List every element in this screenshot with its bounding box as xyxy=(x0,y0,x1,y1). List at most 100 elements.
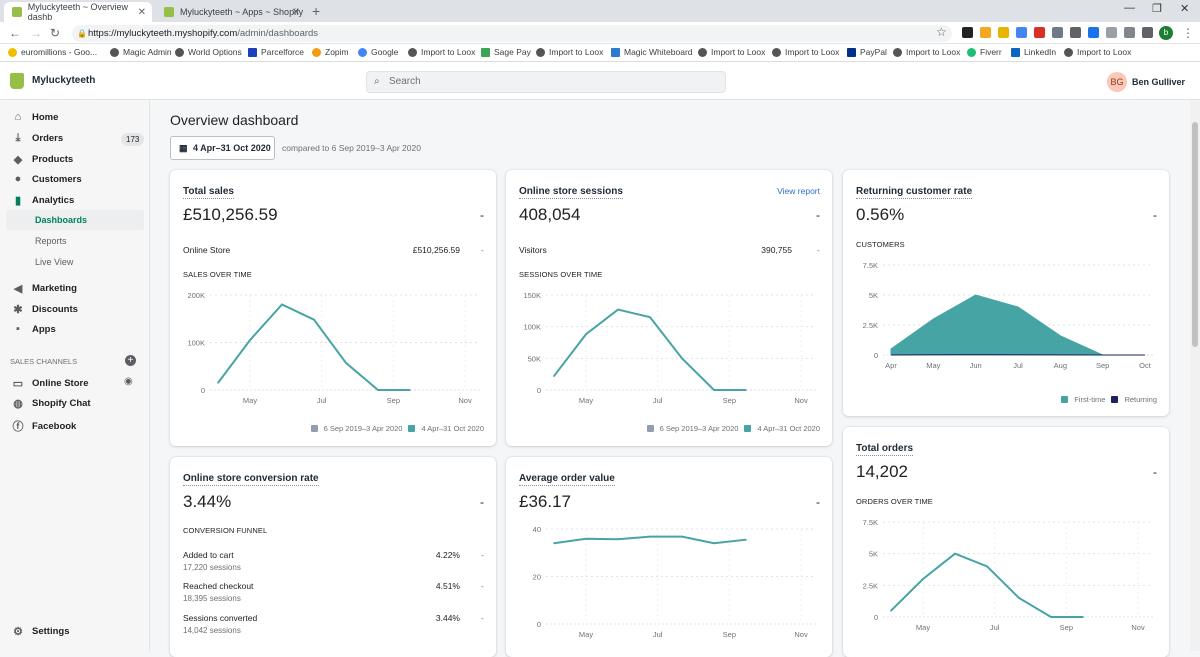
sidebar-item-home[interactable]: ⌂Home xyxy=(12,111,58,123)
card-title[interactable]: Total orders xyxy=(856,443,913,456)
extension-icon[interactable] xyxy=(1106,27,1117,38)
bookmark[interactable]: Fiverr xyxy=(967,47,1002,57)
apps-icon: ▪ xyxy=(12,323,24,335)
bookmark-icon xyxy=(8,48,17,57)
bookmark[interactable]: LinkedIn xyxy=(1011,47,1056,57)
discount-icon: ✱ xyxy=(12,303,24,316)
shopify-logo-icon[interactable] xyxy=(10,73,24,89)
card-metric: 3.44% xyxy=(183,492,231,512)
series-line xyxy=(218,305,410,391)
bookmark[interactable]: PayPal xyxy=(847,47,887,57)
bookmark[interactable]: Import to Loox xyxy=(408,47,475,57)
sidebar-item-analytics[interactable]: ▮Analytics xyxy=(12,194,74,207)
sidebar-item-settings[interactable]: ⚙Settings xyxy=(12,625,69,638)
bookmark[interactable]: Import to Loox xyxy=(893,47,960,57)
browser-tab-active[interactable]: Myluckyteeth ~ Overview dashb ✕ xyxy=(4,2,152,22)
extension-icon[interactable] xyxy=(1016,27,1027,38)
chart-legend: 6 Sep 2019–3 Apr 2020 4 Apr–31 Oct 2020 xyxy=(311,424,484,433)
profile-avatar[interactable]: b xyxy=(1159,26,1173,40)
sidebar-item-apps[interactable]: ▪Apps xyxy=(12,323,56,335)
card-title[interactable]: Online store conversion rate xyxy=(183,473,319,486)
sidebar-item-shopify-chat[interactable]: ◍Shopify Chat xyxy=(12,397,91,410)
close-tab-icon[interactable]: ✕ xyxy=(292,7,300,18)
sidebar-subitem-live-view[interactable]: Live View xyxy=(35,257,73,267)
extension-icon[interactable] xyxy=(1052,27,1063,38)
menu-dots-icon[interactable]: ⋮ xyxy=(1182,26,1194,40)
shopify-favicon-icon xyxy=(164,7,174,17)
add-channel-icon[interactable]: + xyxy=(125,355,136,366)
sidebar-item-products[interactable]: ◆Products xyxy=(12,153,73,166)
browser-tab[interactable]: Myluckyteeth ~ Apps ~ Shopify ✕ xyxy=(156,2,306,22)
card-title[interactable]: Total sales xyxy=(183,186,234,199)
bookmark[interactable]: Magic Whiteboard xyxy=(611,47,693,57)
card-title[interactable]: Online store sessions xyxy=(519,186,623,199)
sidebar-item-customers[interactable]: ●Customers xyxy=(12,173,82,185)
extension-icon[interactable] xyxy=(1088,27,1099,38)
bookmark[interactable]: Sage Pay xyxy=(481,47,531,57)
back-icon[interactable]: ← xyxy=(9,26,21,40)
page-scrollbar[interactable] xyxy=(1190,100,1200,651)
data-point xyxy=(649,316,651,318)
close-window-icon[interactable]: ✕ xyxy=(1180,2,1189,15)
bookmark[interactable]: World Options xyxy=(175,47,242,57)
card-title[interactable]: Average order value xyxy=(519,473,615,486)
y-tick-label: 7.5K xyxy=(863,261,878,270)
minimize-icon[interactable]: — xyxy=(1124,2,1135,14)
bookmark[interactable]: Parcelforce xyxy=(248,47,304,57)
google-icon xyxy=(358,48,367,57)
data-point xyxy=(553,542,555,544)
new-tab-icon[interactable]: + xyxy=(312,3,320,19)
view-report-link[interactable]: View report xyxy=(777,186,820,196)
puzzle-icon[interactable] xyxy=(1142,27,1153,38)
bookmark[interactable]: Import to Loox xyxy=(698,47,765,57)
extension-icon[interactable] xyxy=(1034,27,1045,38)
forward-icon[interactable]: → xyxy=(30,26,42,40)
maximize-icon[interactable]: ❐ xyxy=(1152,2,1162,15)
sidebar-item-label: Shopify Chat xyxy=(32,398,91,409)
scrollbar-thumb[interactable] xyxy=(1192,122,1198,347)
orders-icon: ⤓ xyxy=(12,132,24,145)
search-input[interactable]: ⌕ Search xyxy=(366,71,726,93)
reload-icon[interactable]: ↻ xyxy=(50,26,60,40)
y-tick-label: 0 xyxy=(537,386,541,395)
sidebar-item-online-store[interactable]: ▭Online Store xyxy=(12,377,88,390)
lock-icon: 🔒 xyxy=(77,25,87,42)
extension-icon[interactable] xyxy=(980,27,991,38)
card-change: - xyxy=(1153,208,1157,222)
bookmark[interactable]: euromillions - Goo... xyxy=(8,47,97,57)
bookmark[interactable]: Import to Loox xyxy=(536,47,603,57)
bookmark[interactable]: Google xyxy=(358,47,398,57)
analytics-icon: ▮ xyxy=(12,194,24,207)
date-range-button[interactable]: ▦ 4 Apr–31 Oct 2020 xyxy=(170,136,275,160)
bookmark[interactable]: Zopim xyxy=(312,47,349,57)
admin-topbar: Myluckyteeth ⌕ Search BG Ben Gulliver xyxy=(0,62,1200,100)
extension-icon[interactable] xyxy=(1124,27,1135,38)
extension-icon[interactable] xyxy=(1070,27,1081,38)
close-tab-icon[interactable]: ✕ xyxy=(138,7,146,18)
sidebar-subitem-reports[interactable]: Reports xyxy=(35,236,67,246)
bookmark-label: Import to Loox xyxy=(711,47,765,57)
y-tick-label: 150K xyxy=(523,291,541,300)
bookmark-star-icon[interactable]: ☆ xyxy=(936,25,947,39)
bookmark[interactable]: Magic Admin xyxy=(110,47,172,57)
bookmark[interactable]: Import to Loox xyxy=(1064,47,1131,57)
store-name[interactable]: Myluckyteeth xyxy=(32,75,95,86)
data-point xyxy=(649,536,651,538)
bookmark[interactable]: Import to Loox xyxy=(772,47,839,57)
url-field[interactable]: 🔒 https://myluckyteeth.myshopify.com/adm… xyxy=(72,25,952,42)
sidebar-item-orders[interactable]: ⤓Orders xyxy=(12,132,63,145)
x-tick-label: Sep xyxy=(1096,361,1109,370)
search-icon: ⌕ xyxy=(374,72,380,92)
eye-icon[interactable]: ◉ xyxy=(124,376,133,387)
sidebar-subitem-dashboards[interactable]: Dashboards xyxy=(6,210,144,230)
user-name[interactable]: Ben Gulliver xyxy=(1132,77,1185,87)
extension-icon[interactable] xyxy=(962,27,973,38)
card-title[interactable]: Returning customer rate xyxy=(856,186,972,199)
star-icon xyxy=(611,48,620,57)
sidebar-item-marketing[interactable]: ◀Marketing xyxy=(12,282,77,295)
extension-icon[interactable] xyxy=(998,27,1009,38)
sidebar-item-discounts[interactable]: ✱Discounts xyxy=(12,303,78,316)
legend-label: 6 Sep 2019–3 Apr 2020 xyxy=(324,424,403,433)
user-avatar[interactable]: BG xyxy=(1107,72,1127,92)
